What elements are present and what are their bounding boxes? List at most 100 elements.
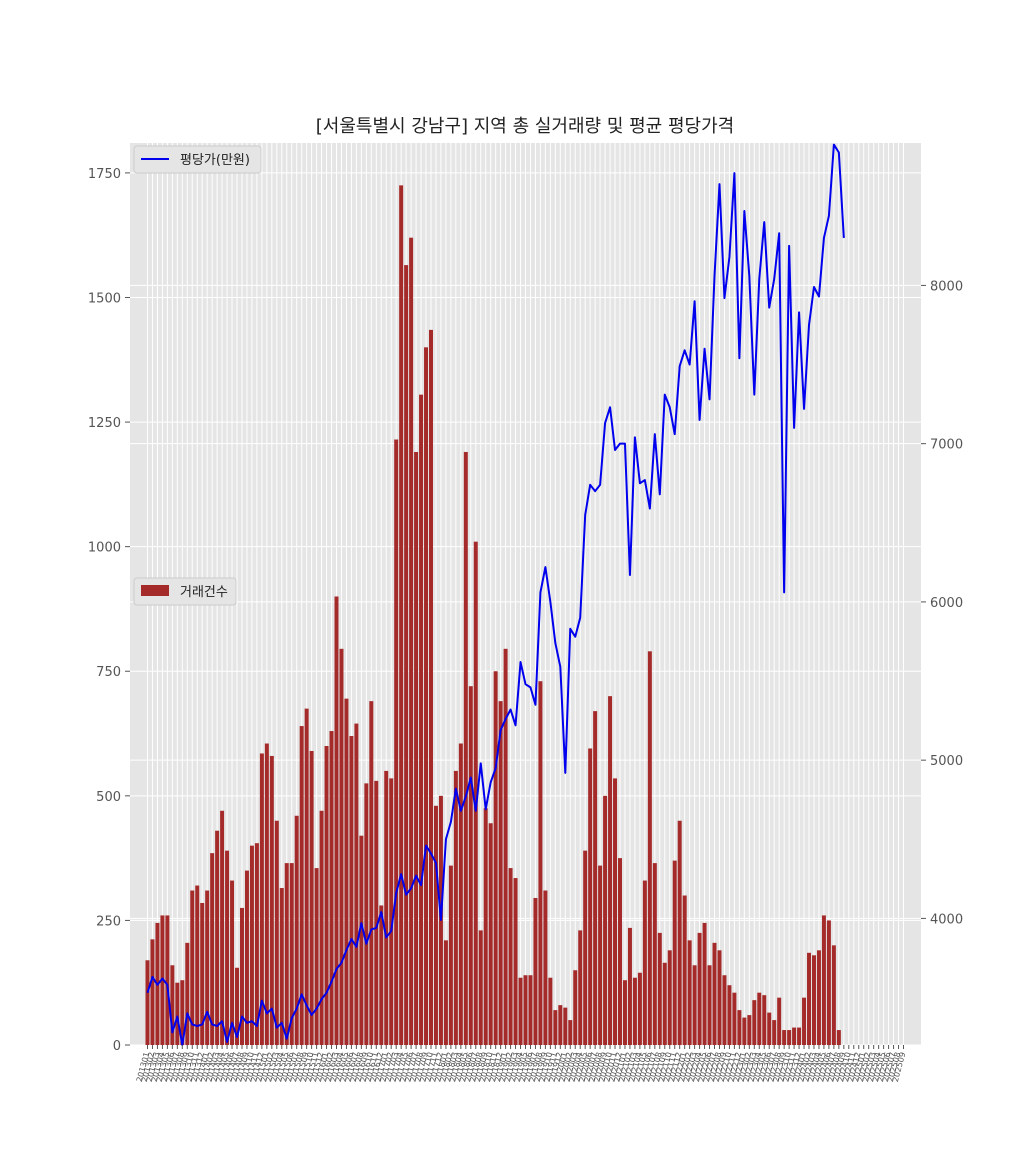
bar bbox=[797, 1027, 802, 1045]
bar bbox=[150, 939, 155, 1045]
bar bbox=[424, 347, 429, 1045]
bar bbox=[324, 745, 329, 1045]
y-tick-left-label: 1000 bbox=[88, 541, 121, 556]
bar bbox=[573, 970, 578, 1045]
bar bbox=[682, 895, 687, 1045]
bar bbox=[752, 1000, 757, 1045]
bar bbox=[568, 1020, 573, 1045]
bar bbox=[637, 972, 642, 1045]
bar bbox=[240, 907, 244, 1045]
bar bbox=[299, 726, 304, 1045]
bar bbox=[742, 1017, 747, 1045]
bar bbox=[269, 755, 274, 1045]
bar bbox=[712, 942, 717, 1045]
bar bbox=[384, 770, 389, 1045]
bar bbox=[294, 815, 299, 1045]
bar bbox=[757, 992, 762, 1045]
bar bbox=[210, 853, 215, 1045]
bar bbox=[647, 651, 652, 1045]
bar bbox=[677, 820, 682, 1045]
bar bbox=[160, 915, 165, 1045]
bar bbox=[777, 997, 782, 1045]
bar bbox=[443, 940, 448, 1045]
legend-bar-swatch bbox=[141, 585, 169, 596]
bar bbox=[632, 977, 637, 1045]
bar bbox=[190, 890, 195, 1045]
bar bbox=[578, 930, 583, 1045]
bar bbox=[314, 868, 319, 1045]
legend-bar-frame bbox=[133, 577, 237, 606]
bar bbox=[354, 723, 359, 1045]
bar bbox=[175, 982, 180, 1045]
bar bbox=[483, 808, 488, 1045]
price-line bbox=[146, 143, 845, 1046]
bar bbox=[603, 795, 608, 1045]
bar bbox=[468, 686, 473, 1045]
bar bbox=[528, 975, 533, 1045]
bar bbox=[588, 748, 593, 1045]
bar bbox=[215, 830, 220, 1045]
bar bbox=[687, 940, 692, 1045]
bar bbox=[831, 945, 836, 1045]
bar bbox=[702, 922, 707, 1045]
bar bbox=[583, 850, 588, 1045]
bar bbox=[205, 890, 210, 1045]
bar bbox=[558, 1005, 563, 1045]
bar bbox=[339, 648, 344, 1045]
bar bbox=[453, 770, 458, 1045]
bar bbox=[334, 596, 339, 1045]
bar bbox=[170, 965, 175, 1045]
bar bbox=[404, 265, 409, 1045]
bar bbox=[429, 329, 433, 1046]
bar bbox=[364, 783, 369, 1045]
y-axis-left: 0 250 500 750 1000 1250 1500 1750 bbox=[88, 167, 130, 1054]
bar bbox=[622, 980, 627, 1045]
y-tick-left-label: 250 bbox=[96, 914, 121, 929]
legend-line: 평당가(만원) bbox=[133, 145, 262, 174]
bar bbox=[180, 980, 185, 1045]
y-tick-right-label: 8000 bbox=[930, 279, 963, 294]
bar bbox=[473, 541, 478, 1045]
bar bbox=[220, 810, 225, 1045]
bar bbox=[538, 681, 543, 1045]
bar bbox=[230, 880, 235, 1045]
y-tick-right-label: 4000 bbox=[930, 912, 963, 927]
bar bbox=[692, 965, 697, 1045]
bar bbox=[747, 1015, 752, 1045]
bar bbox=[433, 805, 438, 1045]
bar bbox=[369, 701, 374, 1045]
bar bbox=[264, 743, 269, 1045]
y-tick-right-label: 7000 bbox=[930, 438, 963, 453]
bar bbox=[409, 237, 414, 1046]
bar bbox=[802, 997, 807, 1045]
bar bbox=[618, 858, 622, 1045]
bar bbox=[807, 952, 811, 1045]
bar bbox=[478, 930, 483, 1045]
bar bbox=[394, 439, 399, 1046]
legend-line-frame bbox=[133, 145, 262, 174]
bar bbox=[816, 950, 821, 1045]
bar bbox=[598, 865, 603, 1045]
bar bbox=[652, 863, 657, 1045]
bar bbox=[419, 394, 424, 1046]
bar bbox=[627, 927, 632, 1045]
bar bbox=[608, 696, 613, 1045]
legend-bar-label: 거래건수 bbox=[180, 585, 228, 600]
line-series bbox=[146, 143, 845, 1046]
bar bbox=[274, 820, 279, 1045]
y-tick-left-label: 0 bbox=[113, 1039, 121, 1054]
bar bbox=[399, 185, 404, 1045]
bar bbox=[697, 932, 702, 1045]
y-tick-left-label: 1500 bbox=[88, 291, 121, 306]
bar bbox=[548, 977, 553, 1045]
bar bbox=[463, 451, 468, 1045]
bar bbox=[563, 1007, 568, 1045]
bar bbox=[379, 905, 384, 1045]
chart-title: [서울특별시 강남구] 지역 총 실거래량 및 평균 평당가격 bbox=[316, 116, 734, 137]
y-axis-right: 4000 5000 6000 7000 8000 bbox=[921, 279, 963, 927]
bar bbox=[279, 888, 284, 1045]
bar bbox=[200, 902, 205, 1045]
bar bbox=[767, 1012, 772, 1045]
bar bbox=[613, 778, 618, 1045]
